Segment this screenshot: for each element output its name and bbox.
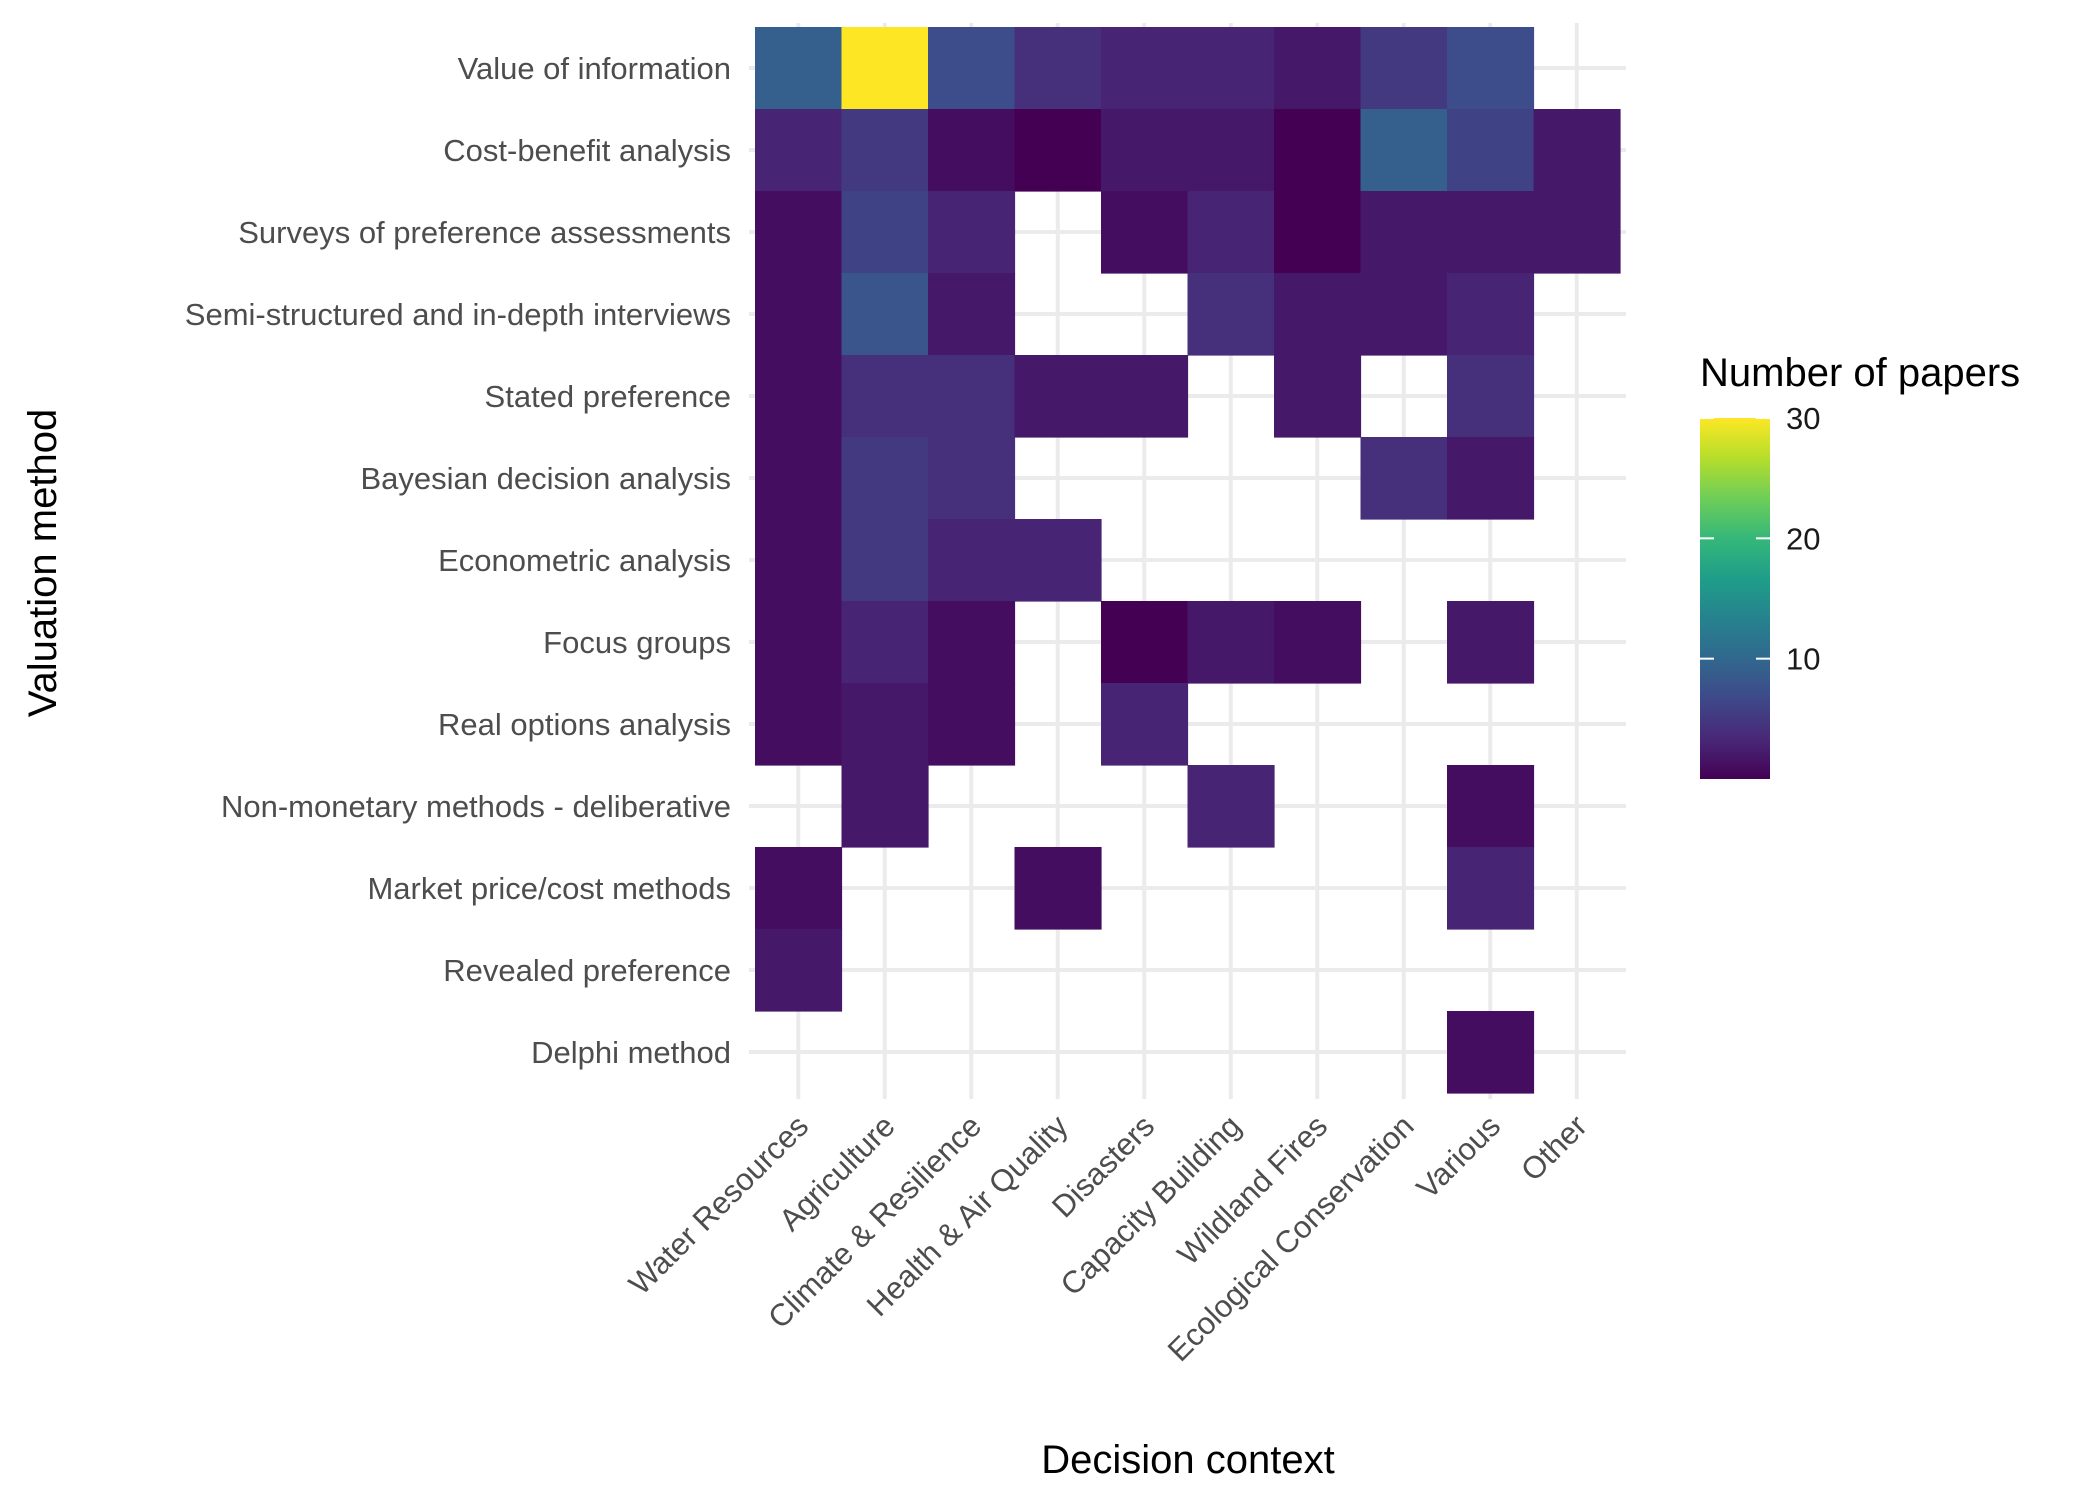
heatmap-cell — [1187, 601, 1275, 684]
heatmap-cell — [1447, 1011, 1535, 1094]
heatmap-cell — [755, 27, 843, 110]
y-tick-label: Value of information — [458, 51, 731, 86]
heatmap-cells — [755, 27, 1621, 1094]
x-axis-title: Decision context — [1041, 1438, 1334, 1482]
heatmap-cell — [1274, 109, 1362, 192]
y-tick-label: Revealed preference — [443, 953, 731, 988]
x-tick-label: Various — [1410, 1108, 1507, 1205]
heatmap-cell — [1447, 27, 1535, 110]
heatmap-cell — [1360, 27, 1448, 110]
heatmap-cell — [1101, 355, 1189, 438]
color-legend: Number of papers 10 20 30 — [1700, 351, 2020, 779]
heatmap-cell — [1274, 355, 1362, 438]
heatmap-cell — [1447, 355, 1535, 438]
heatmap-cell — [755, 355, 843, 438]
y-tick-labels: Value of information Cost-benefit analysi… — [185, 51, 731, 1070]
heatmap-cell — [928, 109, 1016, 192]
heatmap-cell — [1187, 765, 1275, 848]
legend-title: Number of papers — [1700, 351, 2020, 395]
heatmap-cell — [841, 437, 929, 520]
heatmap-cell — [1274, 601, 1362, 684]
y-tick-label: Stated preference — [485, 379, 731, 414]
y-tick-label: Semi-structured and in-depth interviews — [185, 297, 731, 332]
x-tick-label: Other — [1514, 1108, 1594, 1188]
y-tick-label: Real options analysis — [438, 707, 731, 742]
heatmap-cell — [841, 601, 929, 684]
heatmap-cell — [928, 191, 1016, 274]
heatmap-cell — [1014, 519, 1102, 602]
heatmap-cell — [1533, 109, 1621, 192]
y-tick-label: Focus groups — [543, 625, 731, 660]
heatmap-cell — [1187, 273, 1275, 356]
legend-colorbar — [1700, 418, 1770, 779]
heatmap-cell — [1101, 27, 1189, 110]
heatmap-cell — [841, 27, 929, 110]
heatmap-cell — [1360, 437, 1448, 520]
legend-ticks: 10 20 30 — [1700, 401, 1820, 677]
heatmap-cell — [928, 273, 1016, 356]
heatmap-cell — [1101, 601, 1189, 684]
heatmap-cell — [1533, 191, 1621, 274]
y-tick-label: Non-monetary methods - deliberative — [221, 789, 731, 824]
heatmap-cell — [1360, 191, 1448, 274]
heatmap-cell — [928, 683, 1016, 766]
heatmap-cell — [841, 519, 929, 602]
y-tick-label: Market price/cost methods — [367, 871, 731, 906]
y-tick-label: Econometric analysis — [438, 543, 731, 578]
heatmap-cell — [1360, 273, 1448, 356]
heatmap-cell — [755, 519, 843, 602]
y-tick-label: Bayesian decision analysis — [361, 461, 732, 496]
heatmap-cell — [1014, 355, 1102, 438]
heatmap-cell — [1447, 847, 1535, 930]
legend-tick-label: 20 — [1786, 521, 1820, 556]
heatmap-cell — [928, 27, 1016, 110]
y-tick-label: Surveys of preference assessments — [238, 215, 731, 250]
heatmap-cell — [755, 683, 843, 766]
heatmap-cell — [1014, 847, 1102, 930]
heatmap-cell — [928, 601, 1016, 684]
heatmap-cell — [1101, 683, 1189, 766]
x-tick-label: Wildland Fires — [1171, 1108, 1335, 1272]
heatmap-cell — [755, 273, 843, 356]
y-axis-title: Valuation method — [21, 409, 65, 717]
heatmap-cell — [755, 109, 843, 192]
heatmap-cell — [928, 437, 1016, 520]
heatmap-cell — [1187, 27, 1275, 110]
heatmap-cell — [928, 519, 1016, 602]
heatmap-cell — [1101, 191, 1189, 274]
heatmap-cell — [841, 109, 929, 192]
heatmap-cell — [755, 601, 843, 684]
heatmap-cell — [841, 191, 929, 274]
heatmap-cell — [1014, 27, 1102, 110]
heatmap-cell — [755, 847, 843, 930]
y-tick-label: Cost-benefit analysis — [443, 133, 731, 168]
heatmap-cell — [928, 355, 1016, 438]
legend-tick-label: 10 — [1786, 642, 1820, 677]
heatmap-cell — [841, 273, 929, 356]
heatmap-cell — [841, 683, 929, 766]
heatmap-cell — [1447, 437, 1535, 520]
y-tick-label: Delphi method — [531, 1035, 731, 1070]
heatmap-cell — [755, 437, 843, 520]
heatmap-cell — [755, 929, 843, 1012]
heatmap-cell — [1360, 109, 1448, 192]
heatmap-cell — [1014, 109, 1102, 192]
heatmap-cell — [1274, 191, 1362, 274]
heatmap-cell — [1274, 27, 1362, 110]
heatmap-cell — [841, 765, 929, 848]
heatmap-cell — [841, 355, 929, 438]
heatmap-cell — [1447, 273, 1535, 356]
heatmap-cell — [1101, 109, 1189, 192]
heatmap-cell — [1274, 273, 1362, 356]
heatmap-cell — [1447, 765, 1535, 848]
heatmap-cell — [1187, 191, 1275, 274]
heatmap-cell — [1187, 109, 1275, 192]
heatmap-cell — [1447, 601, 1535, 684]
heatmap-cell — [1447, 191, 1535, 274]
heatmap-cell — [755, 191, 843, 274]
heatmap-cell — [1447, 109, 1535, 192]
legend-tick-label: 30 — [1786, 401, 1820, 436]
